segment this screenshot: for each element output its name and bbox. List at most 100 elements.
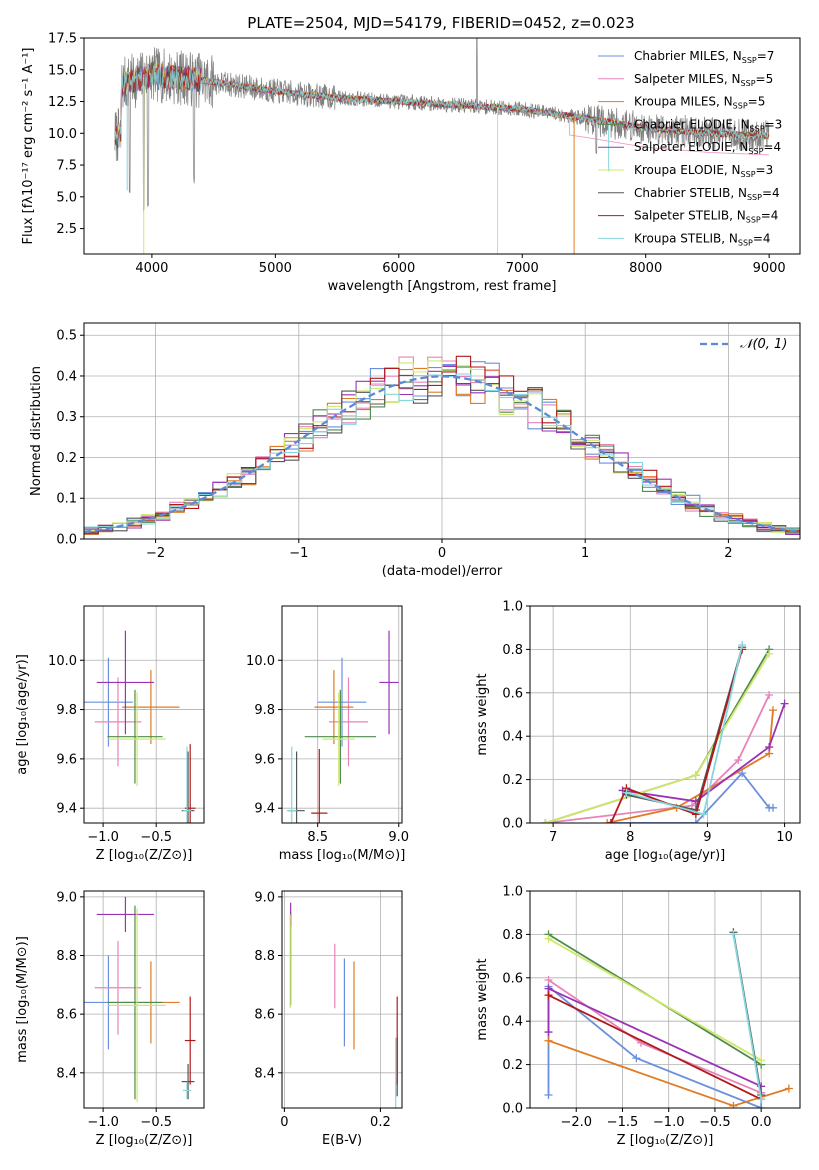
- series-kroupa-elodie: [541, 649, 774, 823]
- tick-label-y: 9.0: [254, 890, 275, 905]
- x-axis-label: mass [log₁₀(M/M⊙)]: [279, 848, 406, 863]
- tick-label-y: 0.0: [56, 533, 77, 548]
- plot-area-weight-vs-Z: [544, 928, 793, 1108]
- tick-label-y: 0.4: [502, 730, 523, 745]
- x-axis-label: (data-model)/error: [382, 564, 503, 579]
- series-marker: [544, 975, 553, 984]
- series-kroupa-stelib: [622, 641, 747, 819]
- y-axis-label: mass weight: [475, 673, 490, 755]
- axes-age-vs-mass: 8.5 9.0 9.4 9.6 9.8 10.0 mass [log₁₀(M/M⊙)]: [246, 605, 409, 863]
- tick-label-y: 8.4: [254, 1066, 275, 1081]
- tick-label-y: 10.0: [48, 654, 77, 669]
- tick-label-x: −0.5: [699, 1115, 731, 1130]
- legend-label-normal: 𝒩(0, 1): [740, 337, 787, 352]
- plot-area-mass-vs-Z: [84, 896, 196, 1103]
- series-marker: [757, 1056, 766, 1065]
- axes-frame: [281, 890, 403, 1109]
- tick-label-x: −1: [289, 546, 308, 561]
- series-line: [545, 653, 770, 823]
- series-salpeter-elodie: [618, 699, 789, 806]
- series-line: [610, 649, 743, 823]
- tick-label-y: 1.0: [502, 600, 523, 615]
- tick-label-y: 9.8: [56, 703, 77, 718]
- tick-label-x: −0.5: [140, 1115, 172, 1130]
- series-line: [732, 934, 763, 1100]
- series-marker: [541, 819, 550, 823]
- series-marker: [691, 771, 700, 780]
- tick-label-y: 12.5: [48, 95, 77, 110]
- tick-label-x: 8.5: [307, 830, 328, 845]
- point-salpeter-stelib: [184, 996, 196, 1085]
- legend-spectrum: Chabrier MILES, NSSP=7 Salpeter MILES, NS…: [598, 49, 782, 247]
- x-axis-label: age [log₁₀(age/yr)]: [605, 848, 726, 863]
- tick-label-x: 5000: [259, 261, 292, 276]
- axes-mass-vs-Z: −1.0 −0.5 8.4 8.6 8.8 9.0 Z [log₁₀(Z/Z⊙)] mass …: [15, 890, 205, 1148]
- point-salpeter-elodie: [379, 630, 399, 735]
- tick-label-x: 10: [776, 830, 793, 845]
- series-marker: [765, 743, 774, 752]
- x-axis-label: Z [log₁₀(Z/Z⊙)]: [96, 848, 193, 863]
- normal-curve: [84, 375, 800, 534]
- tick-label-x: −1.0: [87, 830, 119, 845]
- y-axis-label: age [log₁₀(age/yr)]: [15, 654, 30, 775]
- chart-title: PLATE=2504, MJD=54179, FIBERID=0452, z=0…: [247, 14, 634, 32]
- point-salpeter-miles: [329, 677, 368, 767]
- tick-label-y: 2.5: [56, 222, 77, 237]
- legend-label-chabrier-stelib: Chabrier STELIB, NSSP=4: [634, 186, 780, 202]
- tick-label-x: 0: [280, 1115, 288, 1130]
- series-marker: [544, 991, 553, 1000]
- tick-label-y: 0.2: [502, 773, 523, 788]
- point-kroupa-elodie: [322, 692, 355, 787]
- point-kroupa-miles: [314, 670, 354, 745]
- tick-label-x: 4000: [135, 261, 168, 276]
- plot-area-weight-vs-age: [541, 641, 789, 823]
- tick-label-y: 0.6: [502, 971, 523, 986]
- point-salpeter-miles: [94, 940, 142, 1035]
- tick-label-y: 10.0: [48, 127, 77, 142]
- axes-residuals: −2 −1 0 1 2 0.0 0.1 0.2 0.3 0.4 0.5 (data-model)/er…: [29, 322, 801, 579]
- series-marker: [632, 1054, 641, 1063]
- tick-label-x: 9000: [753, 261, 786, 276]
- point-kroupa-miles: [122, 670, 180, 745]
- y-axis-label: Normed distribution: [29, 366, 44, 496]
- series-salpeter-miles: [541, 690, 774, 823]
- tick-label-y: 0.3: [56, 410, 77, 425]
- series-marker: [769, 706, 777, 715]
- tick-label-y: 0.4: [502, 1015, 523, 1030]
- axes-age-vs-Z: −1.0 −0.5 9.4 9.6 9.8 10.0 Z [log₁₀(Z/Z⊙)] age …: [15, 605, 205, 863]
- tick-label-x: 1: [581, 546, 589, 561]
- tick-label-x: −1.0: [653, 1115, 685, 1130]
- tick-label-x: −2.0: [560, 1115, 592, 1130]
- point-kroupa-stelib: [286, 746, 297, 823]
- point-salpeter-stelib: [311, 749, 328, 823]
- series-line: [548, 994, 762, 1101]
- tick-label-x: −1.0: [87, 1115, 119, 1130]
- point-chabrier-stelib: [181, 1064, 195, 1100]
- series-line: [545, 694, 770, 823]
- plot-area-residuals: [84, 355, 800, 535]
- series-kroupa-miles: [544, 1036, 793, 1108]
- tick-label-y: 10.0: [246, 654, 275, 669]
- legend-label-salpeter-miles: Salpeter MILES, NSSP=5: [634, 72, 773, 88]
- series-marker: [544, 1090, 553, 1099]
- tick-label-x: −0.5: [140, 830, 172, 845]
- plot-area-age-vs-Z: [84, 630, 196, 823]
- x-axis-label: wavelength [Angstrom, rest frame]: [328, 279, 557, 294]
- tick-label-y: 0.1: [56, 492, 77, 507]
- series-marker: [734, 756, 743, 765]
- tick-label-x: 6000: [382, 261, 415, 276]
- tick-label-y: 0.5: [56, 329, 77, 344]
- tick-label-y: 0.0: [502, 1102, 523, 1117]
- tick-label-y: 9.8: [254, 703, 275, 718]
- series-marker: [738, 641, 747, 650]
- tick-label-y: 9.6: [56, 752, 77, 767]
- point-chabrier-elodie: [304, 689, 377, 784]
- tick-label-x: 0: [438, 546, 446, 561]
- legend-label-chabrier-miles: Chabrier MILES, NSSP=7: [634, 49, 774, 65]
- tick-label-x: −2: [146, 546, 165, 561]
- series-salpeter-elodie: [544, 984, 766, 1091]
- tick-label-x: 2: [724, 546, 732, 561]
- series-marker: [544, 1036, 553, 1045]
- tick-label-y: 8.8: [56, 949, 77, 964]
